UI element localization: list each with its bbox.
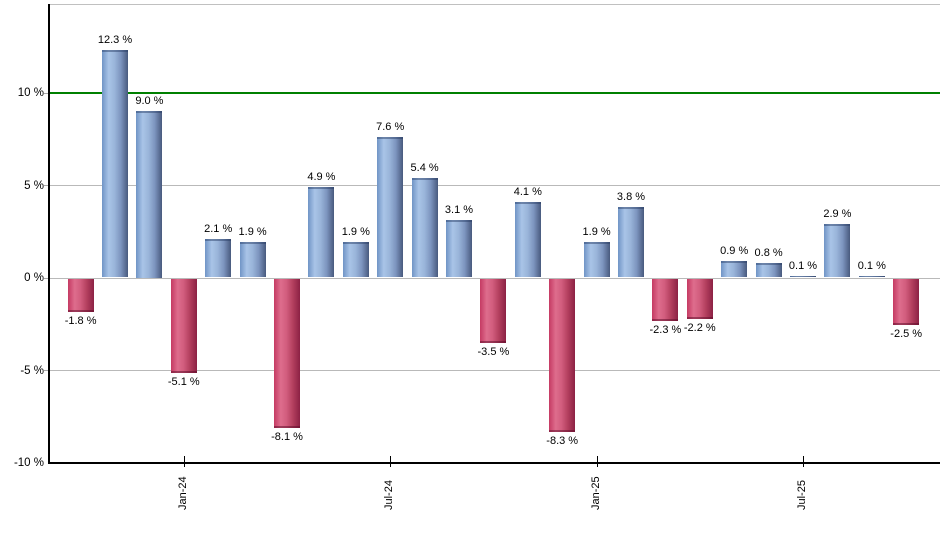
bar-value-label: 7.6 % — [376, 120, 405, 133]
bar-negative — [480, 278, 507, 344]
bar-negative — [549, 278, 576, 433]
bar-positive — [205, 238, 232, 278]
bar-value-label: -8.3 % — [546, 435, 579, 448]
x-axis — [48, 462, 940, 464]
plot-top-border — [49, 4, 940, 5]
bar-value-label: 0.8 % — [754, 246, 783, 259]
bar-negative — [686, 278, 713, 320]
bar-positive — [618, 207, 644, 278]
bar-positive — [308, 186, 335, 278]
bar-positive — [377, 136, 404, 278]
bar-positive — [342, 242, 369, 278]
x-axis-tick — [803, 456, 804, 467]
y-axis-tick — [44, 185, 49, 186]
bar-value-label: 2.9 % — [823, 207, 852, 220]
bar-positive — [721, 260, 748, 278]
x-tick-label: Jul-24 — [383, 480, 396, 510]
bar-value-label: 3.8 % — [616, 191, 646, 204]
gridline--5 — [49, 370, 940, 371]
x-tick-label: Jan-25 — [589, 476, 602, 510]
bar-value-label: 12.3 % — [97, 33, 133, 46]
y-tick-label: 5 % — [24, 179, 44, 192]
bar-negative — [652, 278, 679, 322]
bar-value-label: 0.9 % — [720, 244, 749, 257]
bar-value-label: 1.9 % — [341, 226, 370, 239]
gridline-0 — [49, 277, 940, 279]
gridline-5 — [49, 185, 940, 186]
bar-value-label: 1.9 % — [238, 226, 267, 239]
bar-value-label: 2.1 % — [204, 222, 233, 235]
x-tick-label: Jan-24 — [176, 476, 189, 510]
bar-value-label: 5.4 % — [410, 161, 439, 174]
bar-negative — [170, 278, 197, 373]
reference-line-10pct — [49, 91, 940, 94]
bar-positive — [411, 177, 438, 278]
y-axis-tick — [44, 370, 49, 371]
bar-value-label: 3.1 % — [444, 204, 474, 217]
bar-positive — [446, 220, 472, 278]
bar-positive — [790, 275, 816, 278]
bar-value-label: -8.1 % — [271, 431, 303, 444]
bar-positive — [583, 242, 610, 278]
bar-positive — [514, 201, 541, 278]
bar-positive — [824, 223, 851, 278]
bar-negative — [67, 278, 94, 312]
bar-positive — [858, 275, 885, 278]
bar-value-label: -1.8 % — [64, 314, 97, 327]
bar-value-label: -2.5 % — [890, 327, 923, 340]
bar-negative — [893, 278, 920, 325]
bar-positive — [239, 242, 266, 278]
bar-positive — [755, 262, 782, 278]
y-tick-label: 10 % — [17, 87, 44, 99]
bar-value-label: -2.3 % — [649, 324, 682, 337]
bar-negative — [274, 278, 300, 429]
bar-positive — [136, 111, 163, 278]
y-tick-label: -10 % — [13, 457, 44, 469]
bar-positive — [102, 49, 128, 278]
x-axis-tick — [596, 456, 598, 467]
bar-value-label: 9.0 % — [135, 95, 164, 107]
y-axis — [48, 4, 50, 464]
y-axis-tick — [44, 277, 49, 279]
y-tick-label: 0 % — [24, 272, 44, 284]
bar-value-label: 4.9 % — [307, 170, 336, 183]
bar-value-label: 0.1 % — [788, 259, 818, 272]
bar-value-label: -2.2 % — [683, 322, 716, 335]
x-tick-label: Jul-25 — [796, 480, 808, 510]
bar-value-label: 0.1 % — [857, 259, 886, 272]
bar-value-label: -3.5 % — [477, 346, 510, 359]
bar-value-label: -5.1 % — [167, 375, 200, 388]
y-tick-label: -5 % — [20, 364, 44, 377]
x-axis-tick — [183, 456, 185, 467]
y-axis-tick — [44, 92, 49, 94]
x-axis-tick — [390, 456, 392, 467]
bar-value-label: 1.9 % — [582, 226, 611, 239]
bar-value-label: 4.1 % — [513, 185, 542, 198]
